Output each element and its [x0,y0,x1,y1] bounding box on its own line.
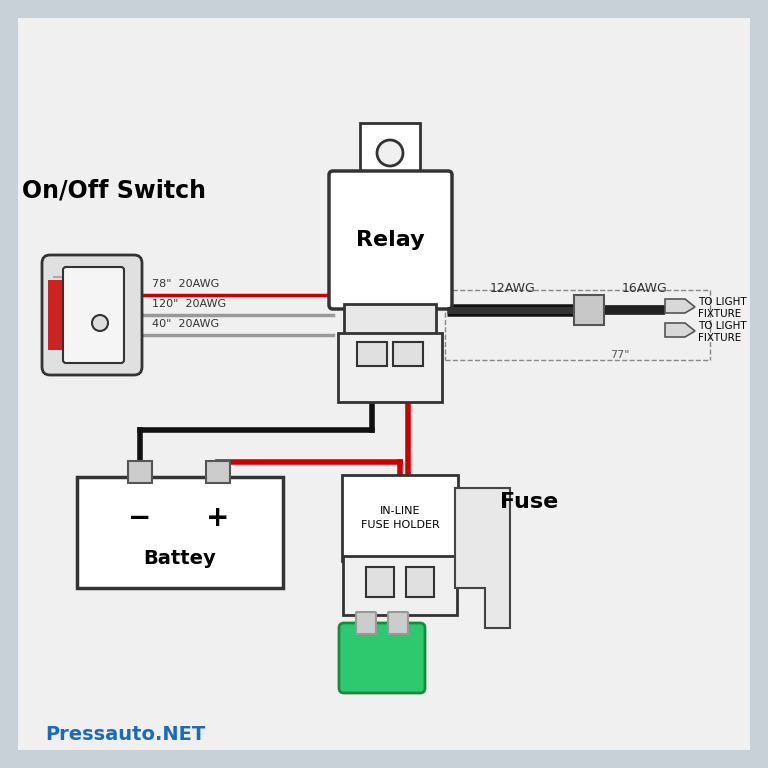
Text: 120"  20AWG: 120" 20AWG [152,299,226,309]
Text: 16AWG: 16AWG [622,282,667,295]
Polygon shape [665,299,695,313]
FancyBboxPatch shape [366,567,394,597]
Text: 12AWG: 12AWG [490,282,536,295]
FancyBboxPatch shape [343,556,457,615]
FancyBboxPatch shape [48,280,66,350]
Text: Battey: Battey [144,548,217,568]
FancyBboxPatch shape [339,623,425,693]
FancyBboxPatch shape [344,304,436,336]
FancyBboxPatch shape [342,475,458,561]
FancyBboxPatch shape [329,171,452,309]
FancyBboxPatch shape [42,255,142,375]
Text: 77": 77" [611,350,630,360]
Text: TO LIGHT
FIXTURE: TO LIGHT FIXTURE [698,321,746,343]
Polygon shape [665,323,695,337]
Text: On/Off Switch: On/Off Switch [22,179,206,203]
FancyBboxPatch shape [128,461,152,483]
FancyBboxPatch shape [357,342,387,366]
FancyBboxPatch shape [360,123,420,185]
Polygon shape [455,488,510,628]
FancyBboxPatch shape [388,612,408,634]
FancyBboxPatch shape [574,295,604,325]
Text: 78"  20AWG: 78" 20AWG [152,279,219,289]
Text: IN-LINE
FUSE HOLDER: IN-LINE FUSE HOLDER [361,506,439,530]
FancyBboxPatch shape [393,342,423,366]
FancyBboxPatch shape [338,333,442,402]
Text: Pressauto.NET: Pressauto.NET [45,725,205,744]
Text: Fuse: Fuse [500,492,558,512]
Text: +: + [207,504,230,532]
FancyBboxPatch shape [356,612,376,634]
Text: 40"  20AWG: 40" 20AWG [152,319,219,329]
Text: TO LIGHT
FIXTURE: TO LIGHT FIXTURE [698,296,746,319]
Text: Relay: Relay [356,230,424,250]
Circle shape [377,140,403,166]
FancyBboxPatch shape [77,477,283,588]
FancyBboxPatch shape [406,567,434,597]
FancyBboxPatch shape [206,461,230,483]
Text: −: − [128,504,151,532]
Circle shape [92,315,108,331]
FancyBboxPatch shape [63,267,124,363]
FancyBboxPatch shape [18,18,750,750]
